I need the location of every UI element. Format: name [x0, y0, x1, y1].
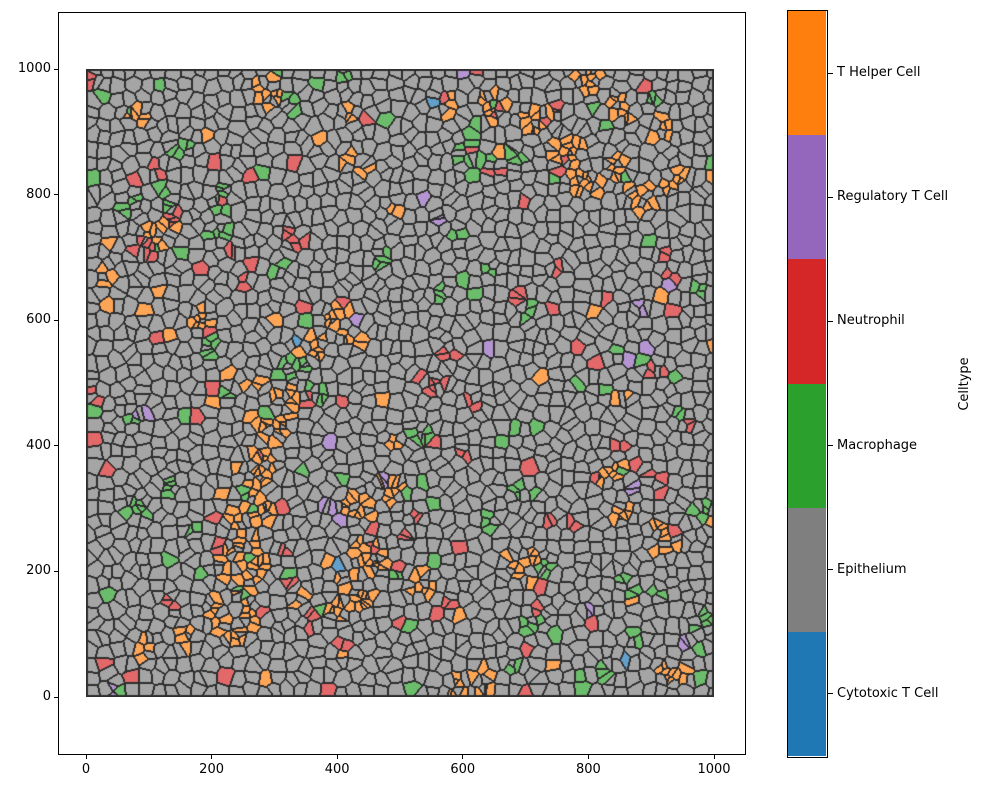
x-tick-label: 0 — [81, 762, 91, 777]
x-tick-label: 200 — [199, 762, 224, 777]
colorbar-segment-regulatory-t-cell — [788, 135, 826, 260]
y-tick-mark — [54, 68, 58, 70]
y-tick-mark — [54, 696, 58, 698]
y-tick-label: 200 — [26, 563, 51, 579]
colorbar-segment-neutrophil — [788, 259, 826, 384]
x-tick-mark — [211, 755, 213, 759]
y-tick-label: 400 — [26, 437, 51, 453]
x-tick-mark — [336, 755, 338, 759]
colorbar-tick-mark — [827, 569, 833, 571]
colorbar-entry-label: Macrophage — [837, 437, 918, 453]
colorbar-segment-epithelium — [788, 507, 826, 632]
x-tick-mark — [713, 755, 715, 759]
x-tick-label: 800 — [575, 762, 601, 777]
colorbar-entry-label: Cytotoxic T Cell — [837, 685, 939, 701]
colorbar-segment-t-helper-cell — [788, 11, 826, 136]
colorbar — [788, 11, 826, 757]
colorbar-tick-mark — [827, 72, 833, 74]
voronoi-celltype-map — [86, 69, 714, 697]
y-tick-label: 800 — [26, 186, 51, 202]
x-tick-label: 1000 — [697, 762, 731, 777]
x-tick-label: 400 — [324, 762, 350, 777]
colorbar-entry-label: T Helper Cell — [837, 65, 921, 81]
y-tick-mark — [54, 194, 58, 196]
y-tick-mark — [54, 445, 58, 447]
y-tick-label: 1000 — [17, 61, 51, 76]
colorbar-segment-cytotoxic-t-cell — [788, 631, 826, 757]
y-tick-label: 600 — [26, 312, 51, 328]
y-tick-label: 0 — [42, 689, 51, 704]
x-tick-mark — [462, 755, 464, 759]
x-tick-mark — [587, 755, 589, 759]
y-tick-mark — [54, 570, 58, 572]
colorbar-segment-macrophage — [788, 383, 826, 508]
colorbar-tick-mark — [827, 320, 833, 322]
x-tick-mark — [85, 755, 87, 759]
colorbar-entry-label: Neutrophil — [837, 313, 905, 329]
colorbar-entry-label: Regulatory T Cell — [837, 189, 949, 205]
colorbar-tick-mark — [827, 445, 833, 447]
colorbar-tick-mark — [827, 693, 833, 695]
colorbar-entry-label: Epithelium — [837, 561, 907, 577]
colorbar-tick-mark — [827, 196, 833, 198]
colorbar-title-label: Celltype — [957, 357, 972, 411]
x-tick-label: 600 — [450, 762, 476, 777]
y-tick-mark — [54, 319, 58, 321]
